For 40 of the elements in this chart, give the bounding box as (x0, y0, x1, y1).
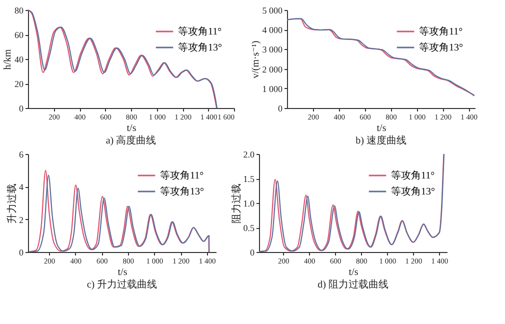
y-tick-label: 2.0 (243, 150, 255, 160)
y-tick-label: 6 (19, 150, 24, 160)
text: a) 高度曲线 (106, 134, 156, 146)
y-axis-title: 升力过载 (6, 184, 18, 224)
y-tick-label: 2 (19, 214, 24, 225)
y-tick-label: 0 (19, 248, 24, 258)
y-tick-label: 4 (19, 182, 24, 192)
y-tick-label: 1.0 (243, 198, 255, 208)
text: d) 阻力过载曲线 (318, 278, 388, 290)
y-tick-label: 1 000 (262, 84, 283, 94)
y-axis-title: v/(m·s⁻¹) (250, 40, 262, 78)
y-tick-label: 5 000 (262, 6, 283, 16)
y-tick-label: 20 (14, 79, 24, 89)
y-tick-label: 60 (14, 30, 24, 40)
y-tick-label: 0.5 (243, 223, 255, 233)
legend-label: 等攻角11° (160, 170, 204, 182)
x-axis-title: t/s (118, 267, 128, 278)
y-tick-label: 2 000 (262, 64, 283, 74)
y-tick-label: 0 (19, 104, 24, 114)
y-tick-label: 0 (250, 248, 255, 258)
text: b) 速度曲线 (356, 134, 406, 146)
text: c) 升力过载曲线 (86, 278, 158, 290)
legend-label: 等攻角11° (419, 26, 463, 38)
y-axis-title: h/km (2, 49, 14, 70)
y-tick-label: 0 (278, 104, 283, 114)
legend-label: 等攻角13° (160, 186, 204, 198)
legend-label: 等攻角11° (391, 170, 435, 182)
y-tick-label: 40 (14, 54, 24, 64)
y-tick-label: 1.5 (243, 174, 255, 184)
legend-label: 等攻角13° (391, 186, 435, 198)
y-tick-label: 3 000 (262, 44, 283, 55)
x-axis-title: t/s (126, 123, 136, 134)
y-tick-label: 4 000 (262, 25, 283, 36)
legend-label: 等攻角13° (178, 42, 222, 54)
y-tick-label: 80 (14, 6, 24, 16)
legend-label: 等攻角11° (178, 26, 222, 38)
y-axis-title: 阻力过载 (230, 184, 242, 224)
x-axis-title: t/s (376, 123, 386, 134)
legend-label: 等攻角13° (419, 42, 463, 54)
x-axis-title: t/s (348, 267, 358, 278)
